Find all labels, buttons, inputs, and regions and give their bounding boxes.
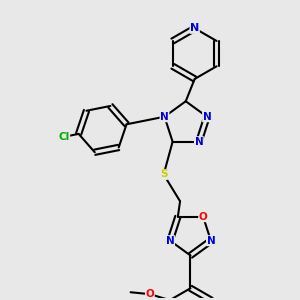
Text: S: S xyxy=(160,169,167,179)
Text: N: N xyxy=(160,112,169,122)
Text: O: O xyxy=(146,289,154,299)
Text: Cl: Cl xyxy=(58,132,70,142)
Text: N: N xyxy=(194,137,203,147)
Text: N: N xyxy=(190,23,199,33)
Text: O: O xyxy=(199,212,208,222)
Text: N: N xyxy=(206,236,215,246)
Text: N: N xyxy=(166,236,175,246)
Text: N: N xyxy=(202,112,211,122)
